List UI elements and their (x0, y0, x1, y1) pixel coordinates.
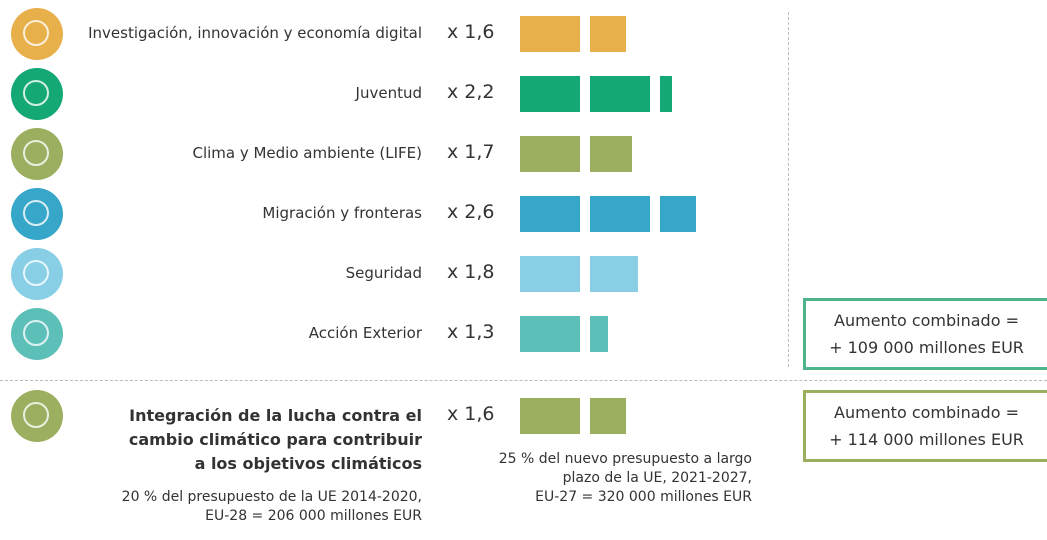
bar-segment (520, 196, 580, 232)
bar-segment (590, 316, 608, 352)
bar-segment (520, 16, 580, 52)
value-label: x 1,7 (447, 141, 495, 163)
note: 20 % del presupuesto de la UE 2014-2020,… (122, 488, 422, 526)
annotation-box-line: + 114 000 millones EUR (829, 430, 1024, 449)
annotation-box-line: Aumento combinado = (834, 403, 1019, 422)
category-icon (11, 128, 63, 180)
annotation-box-line: Aumento combinado = (834, 311, 1019, 330)
category-icon (11, 188, 63, 240)
bar-segment (520, 76, 580, 112)
bar-segment (590, 16, 626, 52)
annotation-box: Aumento combinado = + 114 000 millones EU… (803, 390, 1047, 462)
bar-segment (590, 76, 650, 112)
value-label: x 1,8 (447, 261, 495, 283)
note-line: EU-27 = 320 000 millones EUR (535, 489, 752, 505)
category-label: Seguridad (345, 264, 422, 282)
category-icon (11, 68, 63, 120)
bar-segment (590, 196, 650, 232)
category-icon (11, 390, 63, 442)
bar-segment (590, 398, 626, 434)
value-label: x 1,3 (447, 321, 495, 343)
category-icon (11, 248, 63, 300)
value-label: x 2,2 (447, 81, 495, 103)
bar-segment (590, 256, 638, 292)
category-label: Migración y fronteras (262, 204, 422, 222)
annotation-box: Aumento combinado = + 109 000 millones EU… (803, 298, 1047, 370)
category-label-line: cambio climático para contribuir (128, 430, 422, 449)
category-icon (11, 308, 63, 360)
category-label: Clima y Medio ambiente (LIFE) (192, 144, 422, 162)
category-label: Investigación, innovación y economía dig… (88, 24, 422, 42)
note-line: plazo de la UE, 2021-2027, (562, 470, 752, 486)
bar-segment (520, 316, 580, 352)
category-label: Acción Exterior (308, 324, 422, 342)
note-line: 20 % del presupuesto de la UE 2014-2020, (121, 489, 422, 505)
bar-segment (520, 136, 580, 172)
category-label-line: Integración de la lucha contra el (129, 406, 422, 425)
category-label: Integración de la lucha contra el cambio … (129, 404, 422, 476)
annotation-box-line: + 109 000 millones EUR (829, 338, 1024, 357)
bar-segment (520, 256, 580, 292)
value-label: x 1,6 (447, 403, 495, 425)
note: 25 % del nuevo presupuesto a largo plazo … (499, 450, 752, 507)
value-label: x 2,6 (447, 201, 495, 223)
divider-vertical (788, 12, 789, 367)
divider-horizontal (0, 380, 1047, 381)
category-label-line: a los objetivos climáticos (194, 454, 422, 473)
bar-segment (590, 136, 632, 172)
bar-segment (660, 76, 672, 112)
value-label: x 1,6 (447, 21, 495, 43)
category-icon (11, 8, 63, 60)
note-line: 25 % del nuevo presupuesto a largo (498, 451, 752, 467)
bar-segment (520, 398, 580, 434)
note-line: EU-28 = 206 000 millones EUR (205, 508, 422, 524)
category-label: Juventud (355, 84, 422, 102)
bar-segment (660, 196, 696, 232)
